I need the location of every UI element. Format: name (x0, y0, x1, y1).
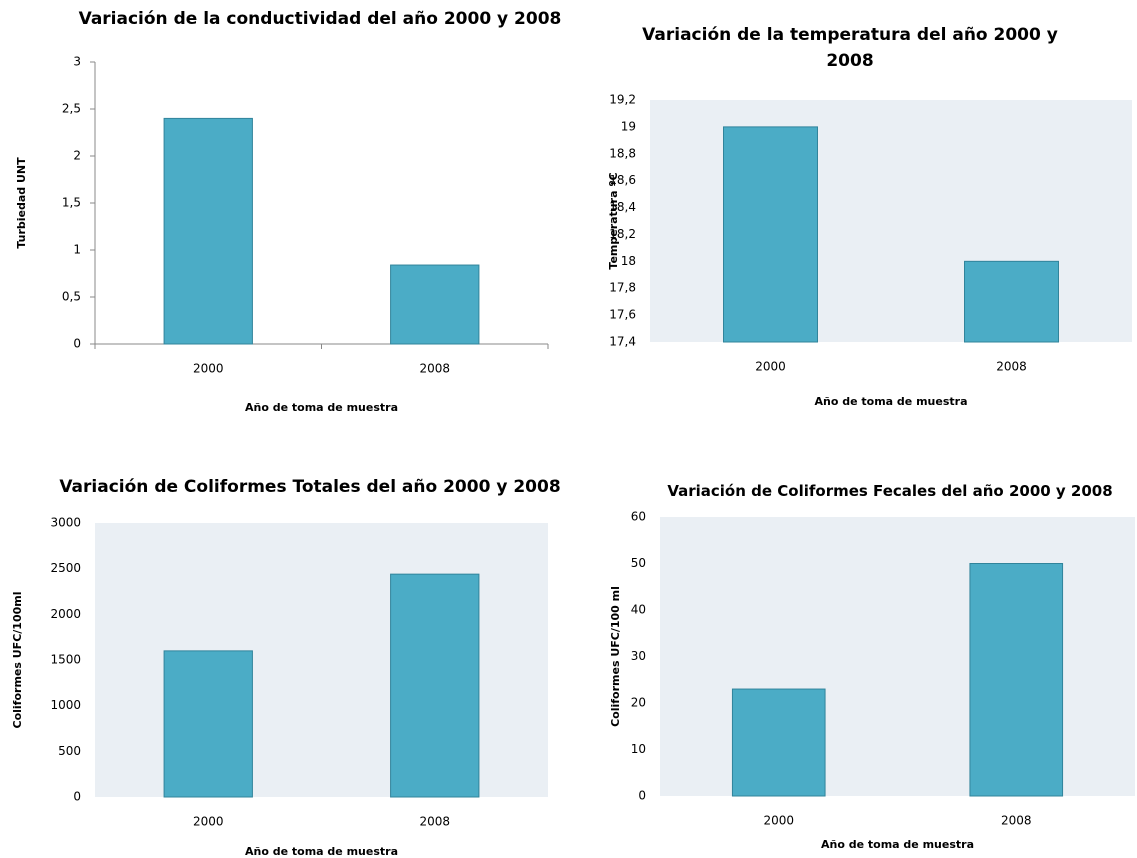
y-tick-label: 40 (631, 603, 646, 617)
x-tick-label: 2000 (193, 362, 224, 376)
x-axis-label: Año de toma de muestra (245, 401, 398, 414)
x-tick-label: 2000 (763, 814, 794, 828)
y-tick-label: 2 (73, 149, 81, 163)
y-axis-label: Coliformes UFC/100 ml (609, 586, 622, 727)
chart-title: Variación de Coliformes Totales del año … (59, 477, 561, 497)
x-axis-label: Año de toma de muestra (245, 845, 398, 858)
y-tick-label: 17,6 (609, 308, 636, 322)
y-tick-label: 2000 (50, 607, 81, 621)
bar (964, 260, 1059, 343)
y-tick-label: 18 (621, 254, 636, 268)
bar (390, 264, 480, 345)
bar (163, 117, 253, 345)
y-tick-label: 18,8 (609, 146, 636, 160)
x-axis-label: Año de toma de muestra (821, 838, 974, 851)
y-tick-label: 17,4 (609, 335, 636, 349)
y-tick-label: 18,4 (609, 200, 636, 214)
bar (390, 573, 480, 798)
y-tick-label: 0 (638, 789, 646, 803)
y-tick-label: 18,2 (609, 227, 636, 241)
y-tick-label: 17,8 (609, 281, 636, 295)
chart-title: Variación de Coliformes Fecales del año … (667, 482, 1113, 500)
y-tick-label: 0,5 (62, 290, 81, 304)
x-axis-label: Año de toma de muestra (815, 395, 968, 408)
y-axis-label: Temperatura ºC (607, 172, 620, 269)
plot-area (660, 517, 1135, 796)
y-tick-label: 1,5 (62, 196, 81, 210)
bar (731, 688, 826, 797)
chart-title: Variación de la temperatura del año 2000… (642, 25, 1058, 71)
y-tick-label: 1000 (50, 698, 81, 712)
plot-area (95, 523, 548, 797)
y-tick-label: 30 (631, 649, 646, 663)
y-tick-label: 20 (631, 696, 646, 710)
plot-area (650, 100, 1132, 342)
y-axis-label: Coliformes UFC/100ml (11, 592, 24, 729)
y-tick-label: 18,6 (609, 173, 636, 187)
y-tick-label: 2500 (50, 561, 81, 575)
plot-area (95, 62, 548, 344)
x-tick-label: 2008 (419, 815, 450, 829)
chart-title: Variación de la conductividad del año 20… (78, 9, 562, 29)
y-tick-label: 3000 (50, 516, 81, 530)
x-tick-label: 2000 (193, 815, 224, 829)
x-tick-label: 2008 (1001, 814, 1032, 828)
y-tick-label: 0 (73, 337, 81, 351)
bar (969, 563, 1064, 797)
x-tick-label: 2000 (755, 360, 786, 374)
y-tick-label: 19 (621, 119, 636, 133)
y-axis-label: Turbiedad UNT (15, 157, 28, 249)
y-tick-label: 60 (631, 510, 646, 524)
bar (163, 650, 253, 798)
y-tick-label: 0 (73, 790, 81, 804)
y-tick-label: 500 (58, 744, 81, 758)
y-tick-label: 3 (73, 55, 81, 69)
y-tick-label: 1 (73, 243, 81, 257)
y-tick-label: 19,2 (609, 93, 636, 107)
y-tick-label: 10 (631, 742, 646, 756)
y-tick-label: 50 (631, 556, 646, 570)
x-tick-label: 2008 (419, 362, 450, 376)
x-tick-label: 2008 (996, 360, 1027, 374)
bar (723, 126, 818, 343)
y-tick-label: 1500 (50, 653, 81, 667)
y-tick-label: 2,5 (62, 102, 81, 116)
